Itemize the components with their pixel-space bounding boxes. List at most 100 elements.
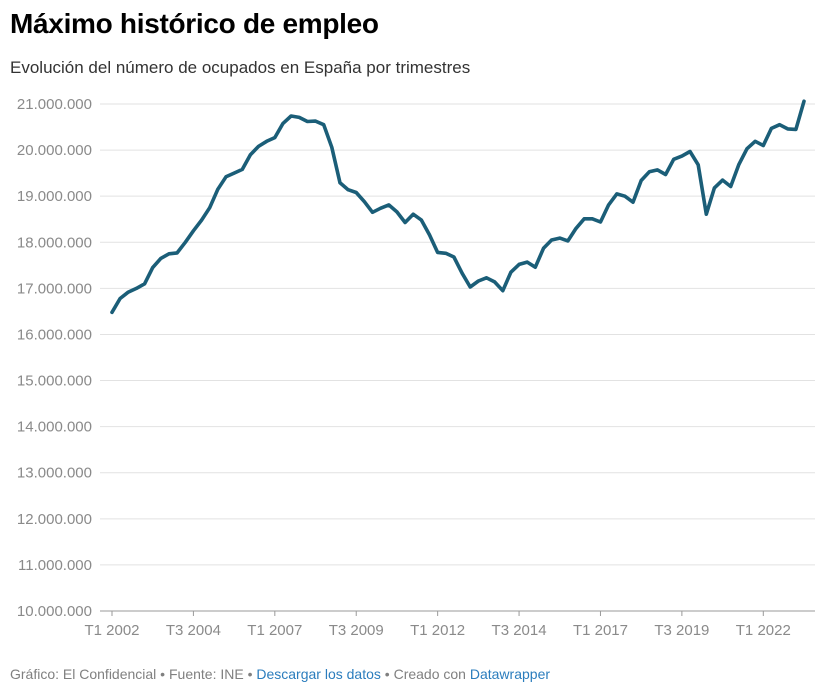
y-tick-label: 19.000.000 <box>17 188 92 205</box>
data-point <box>134 286 138 290</box>
data-point <box>729 185 733 189</box>
series-layer <box>110 99 806 315</box>
data-point <box>623 194 627 198</box>
x-tick-label: T1 2002 <box>84 622 139 639</box>
data-point <box>769 126 773 130</box>
y-tick-label: 16.000.000 <box>17 326 92 343</box>
grid-layer <box>100 103 815 612</box>
data-point <box>444 251 448 255</box>
x-tick-label: T1 2017 <box>573 622 628 639</box>
y-tick-label: 18.000.000 <box>17 234 92 251</box>
data-point <box>590 217 594 221</box>
download-data-link[interactable]: Descargar los datos <box>256 666 381 682</box>
footer-credit: Gráfico: El Confidencial <box>10 666 157 682</box>
data-point <box>509 270 513 274</box>
data-point <box>232 171 236 175</box>
y-axis-labels: 21.000.000 20.000.000 19.000.000 18.000.000… <box>17 96 92 620</box>
data-point <box>452 255 456 259</box>
data-point <box>273 136 277 140</box>
data-point <box>265 139 269 143</box>
data-point <box>566 239 570 243</box>
data-point <box>346 188 350 192</box>
data-point <box>517 262 521 266</box>
footer-created-with: Creado con <box>393 666 466 682</box>
data-point <box>110 310 114 314</box>
data-point <box>314 119 318 123</box>
data-point <box>696 163 700 167</box>
data-point <box>183 240 187 244</box>
data-point <box>297 115 301 119</box>
y-tick-label: 12.000.000 <box>17 511 92 528</box>
x-tick-label: T3 2009 <box>329 622 384 639</box>
y-tick-label: 13.000.000 <box>17 465 92 482</box>
y-tick-label: 17.000.000 <box>17 280 92 297</box>
data-point <box>305 120 309 124</box>
y-tick-label: 21.000.000 <box>17 96 92 113</box>
y-tick-label: 20.000.000 <box>17 142 92 159</box>
data-point <box>191 229 195 233</box>
data-point <box>248 153 252 157</box>
data-point <box>598 220 602 224</box>
data-point <box>379 206 383 210</box>
data-point <box>582 217 586 221</box>
data-point <box>362 200 366 204</box>
data-point <box>419 218 423 222</box>
y-tick-label: 11.000.000 <box>18 557 92 574</box>
data-point <box>460 271 464 275</box>
datawrapper-link[interactable]: Datawrapper <box>469 666 551 682</box>
data-point <box>712 186 716 190</box>
x-tick-label: T1 2012 <box>410 622 465 639</box>
data-point <box>403 220 407 224</box>
data-point <box>802 99 806 103</box>
data-point <box>541 246 545 250</box>
data-point <box>737 162 741 166</box>
data-point <box>493 280 497 284</box>
data-point <box>167 252 171 256</box>
data-point <box>786 127 790 131</box>
y-tick-label: 15.000.000 <box>17 373 92 390</box>
series-line-0 <box>110 99 806 315</box>
chart-footer: Gráfico: El Confidencial • Fuente: INE •… <box>10 666 550 682</box>
data-point <box>476 279 480 283</box>
data-point <box>354 190 358 194</box>
data-point <box>118 297 122 301</box>
x-tick-label: T1 2022 <box>736 622 791 639</box>
data-point <box>501 289 505 293</box>
data-point <box>436 250 440 254</box>
data-point <box>330 145 334 149</box>
data-point <box>664 173 668 177</box>
footer-separator: • <box>243 666 257 682</box>
data-point <box>151 266 155 270</box>
chart-subtitle: Evolución del número de ocupados en Espa… <box>10 58 471 77</box>
data-point <box>704 212 708 216</box>
x-tick-label: T3 2014 <box>492 622 547 639</box>
footer-separator: • <box>380 666 394 682</box>
data-point <box>607 203 611 207</box>
data-point <box>257 144 261 148</box>
data-point <box>647 170 651 174</box>
data-point <box>175 251 179 255</box>
data-point <box>159 256 163 260</box>
data-point <box>745 147 749 151</box>
data-point <box>721 178 725 182</box>
data-point <box>216 187 220 191</box>
data-point <box>428 233 432 237</box>
data-point <box>615 192 619 196</box>
data-point <box>655 168 659 172</box>
x-tick-label: T3 2004 <box>166 622 221 639</box>
data-point <box>761 143 765 147</box>
data-point <box>395 210 399 214</box>
data-point <box>371 210 375 214</box>
data-point <box>672 157 676 161</box>
footer-source: Fuente: INE <box>168 666 244 682</box>
footer-separator: • <box>156 666 169 682</box>
data-point <box>631 200 635 204</box>
data-point <box>208 206 212 210</box>
data-point <box>143 282 147 286</box>
data-point <box>525 260 529 264</box>
y-tick-label: 14.000.000 <box>17 419 92 436</box>
data-point <box>322 123 326 127</box>
data-point <box>574 226 578 230</box>
data-point <box>126 290 130 294</box>
data-point <box>688 149 692 153</box>
